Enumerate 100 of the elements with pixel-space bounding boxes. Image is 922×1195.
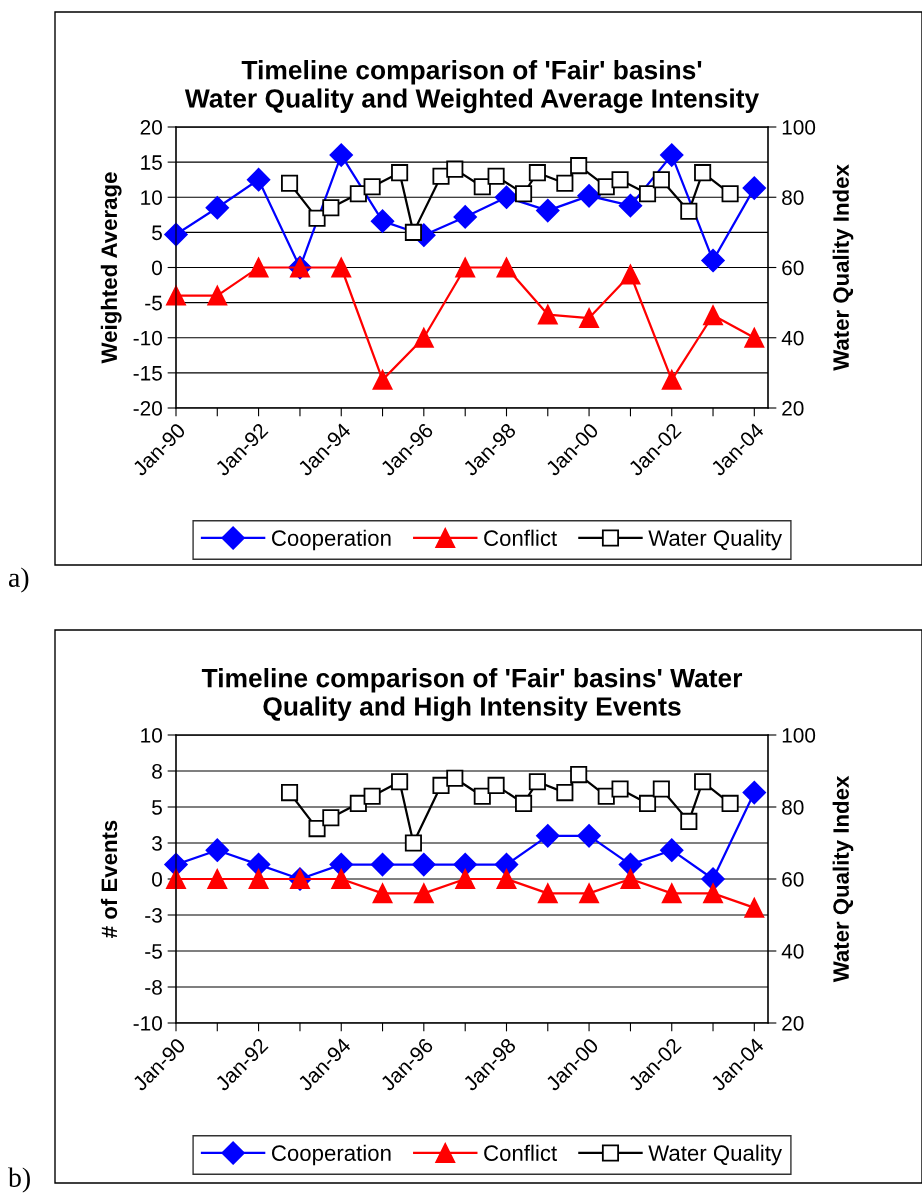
point <box>652 780 670 798</box>
y2-tick-label: 40 <box>781 330 804 346</box>
point <box>487 776 505 794</box>
point <box>611 780 629 798</box>
point <box>536 824 560 848</box>
point <box>496 257 517 278</box>
y-tick-label: -5 <box>145 295 162 311</box>
y2-tick-label: 20 <box>782 401 804 416</box>
y2-tick-label: 60 <box>782 872 804 887</box>
point <box>205 838 229 862</box>
point <box>680 202 698 220</box>
y-tick-label: 0 <box>152 872 162 887</box>
point <box>455 257 476 278</box>
point <box>455 869 476 889</box>
point <box>597 787 615 805</box>
y-tick-label: 5 <box>152 800 162 815</box>
y-tick-label: -8 <box>145 980 162 995</box>
point <box>701 248 725 273</box>
point <box>537 883 558 904</box>
point <box>577 184 601 208</box>
point <box>515 794 533 812</box>
point <box>536 198 560 223</box>
point <box>680 812 698 830</box>
y-tick-label: -3 <box>145 908 162 923</box>
point <box>703 305 723 326</box>
point <box>744 897 765 918</box>
point <box>652 171 670 189</box>
y-tick-label: -5 <box>145 944 162 959</box>
point <box>363 178 381 196</box>
point <box>721 794 739 812</box>
point <box>404 223 422 241</box>
point <box>322 809 340 827</box>
point <box>487 167 505 185</box>
legend-label: Cooperation <box>272 1144 391 1166</box>
text: a) <box>8 567 29 593</box>
point <box>207 869 228 889</box>
y-axis-title: Weighted Average <box>100 172 122 364</box>
point <box>370 209 395 233</box>
point <box>577 824 601 848</box>
point <box>701 867 725 891</box>
y-tick-label: 3 <box>152 836 162 851</box>
y-tick-label: -15 <box>133 366 162 381</box>
y-tick-label: 20 <box>140 120 162 135</box>
y-tick-label: 0 <box>152 260 162 276</box>
chart-title: Timeline comparison of 'Fair' basins' Water Quality and Weighted Average Intensity <box>184 60 760 114</box>
y2-tick-label: 100 <box>782 120 816 135</box>
point <box>638 794 657 812</box>
point <box>372 369 393 390</box>
point <box>611 171 629 189</box>
point <box>331 869 352 889</box>
point <box>281 174 299 192</box>
point <box>570 157 588 175</box>
point <box>391 164 409 182</box>
point <box>618 852 643 877</box>
point <box>556 784 574 802</box>
point <box>166 285 186 306</box>
y2-tick-label: 20 <box>782 1016 804 1031</box>
y2-axis-title: Water Quality Index <box>832 775 854 983</box>
text: b) <box>8 1167 30 1193</box>
point <box>528 164 546 182</box>
y2-tick-label: 80 <box>782 800 804 815</box>
point <box>412 852 436 877</box>
legend-label: Water Quality <box>648 1144 782 1166</box>
point <box>638 185 657 203</box>
y-tick-label: 10 <box>141 728 162 743</box>
point <box>246 852 271 877</box>
y2-tick-label: 100 <box>782 728 816 743</box>
point <box>620 869 641 889</box>
point <box>742 176 767 200</box>
legend-label: Water Quality <box>648 529 782 551</box>
point <box>446 160 464 178</box>
point <box>556 174 574 192</box>
point <box>207 285 228 306</box>
point <box>496 869 517 889</box>
point <box>660 838 684 862</box>
point <box>694 164 712 182</box>
y-tick-label: -10 <box>133 330 162 346</box>
point <box>248 257 269 278</box>
y-axis-title: # of Events <box>100 820 118 938</box>
y-tick-label: 10 <box>141 190 162 205</box>
y-tick-label: 15 <box>141 155 162 170</box>
point <box>331 257 352 278</box>
point <box>363 787 381 805</box>
point <box>322 199 340 217</box>
point <box>579 308 599 329</box>
y-tick-label: -10 <box>133 1016 162 1031</box>
legend-label: Conflict <box>484 1144 557 1161</box>
y-tick-label: -20 <box>133 401 162 416</box>
point <box>281 784 299 802</box>
point <box>372 883 393 904</box>
legend-label: Conflict <box>484 529 557 546</box>
point <box>446 769 464 787</box>
point <box>661 883 682 904</box>
point <box>703 883 723 904</box>
point <box>473 787 491 805</box>
y2-tick-label: 80 <box>782 190 804 205</box>
chart-title: Timeline comparison of 'Fair' basins' Water Quality and High Intensity Events <box>201 668 743 722</box>
y2-axis-title: Water Quality Index <box>832 164 854 371</box>
y2-tick-label: 40 <box>781 944 804 959</box>
point <box>246 167 271 192</box>
